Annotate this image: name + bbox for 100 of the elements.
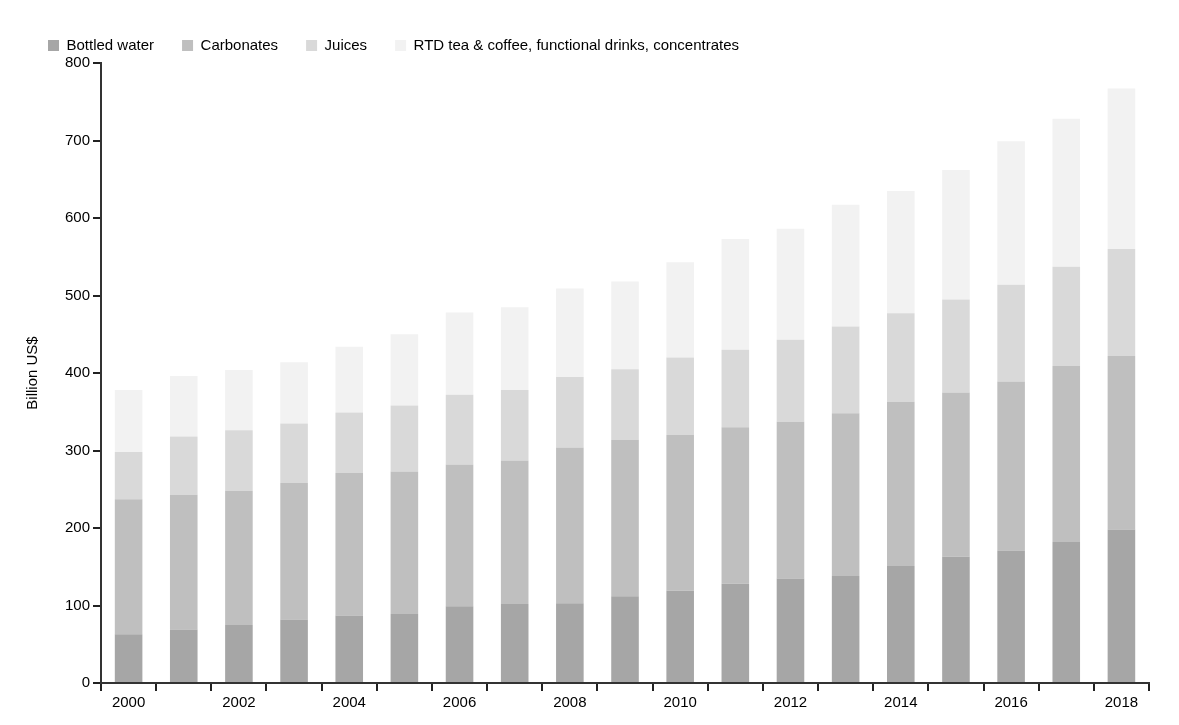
y-tick-label: 200: [65, 518, 91, 536]
bar: [666, 262, 694, 358]
bar: [556, 603, 584, 682]
x-tick-label: 2014: [884, 693, 918, 711]
x-tick-label: 2016: [994, 693, 1028, 711]
bar: [390, 405, 419, 472]
bar: [776, 228, 805, 340]
bar: [445, 312, 474, 395]
bar: [500, 460, 529, 604]
bar: [280, 362, 308, 424]
legend-label: RTD tea & coffee, functional drinks, concentrates: [413, 35, 740, 53]
bar: [1052, 366, 1081, 542]
y-tick-label: 100: [65, 595, 91, 613]
bar: [831, 204, 860, 327]
bar: [500, 603, 529, 682]
bar: [721, 349, 750, 428]
bar: [390, 471, 419, 615]
bar: [611, 439, 639, 597]
bar: [831, 326, 860, 414]
bar: [335, 615, 364, 682]
bar: [335, 472, 364, 616]
bar: [390, 614, 419, 682]
bar: [942, 299, 970, 393]
bar: [280, 423, 308, 484]
bar: [335, 412, 364, 473]
x-tick-label: 2004: [332, 693, 366, 711]
bar: [721, 583, 750, 682]
bar: [114, 499, 143, 635]
bar: [666, 590, 694, 682]
y-tick-label: 600: [65, 208, 91, 226]
x-tick-label: 2018: [1104, 693, 1139, 711]
bar: [1107, 355, 1136, 530]
bar: [280, 483, 308, 620]
bar: [942, 169, 970, 300]
bar: [611, 596, 639, 682]
x-tick-label: 2000: [111, 693, 146, 711]
legend-label: Carbonates: [200, 35, 279, 53]
x-tick-label: 2008: [553, 693, 587, 711]
x-tick-label: 2002: [222, 693, 256, 711]
bar: [611, 369, 639, 440]
legend-label: Bottled water: [66, 35, 155, 53]
bar: [887, 565, 915, 682]
bar: [997, 141, 1025, 285]
bar: [611, 281, 639, 370]
bar: [169, 436, 198, 495]
bar: [887, 190, 915, 314]
bar: [666, 357, 694, 435]
bar: [997, 550, 1025, 682]
bar: [887, 401, 915, 566]
y-axis-title: Billion US$: [23, 335, 41, 410]
bar: [666, 435, 694, 591]
bar: [225, 624, 253, 682]
bar: [997, 284, 1025, 382]
bar: [445, 394, 474, 465]
bar: [390, 334, 419, 406]
bar: [997, 381, 1025, 551]
bar: [942, 556, 970, 682]
bar: [335, 346, 364, 413]
bar: [169, 629, 198, 682]
bar: [280, 619, 308, 682]
x-tick-label: 2010: [663, 693, 697, 711]
bar: [721, 238, 750, 350]
bar: [225, 490, 253, 625]
bar: [776, 421, 805, 579]
y-tick-label: 400: [65, 363, 91, 381]
bar: [1052, 118, 1081, 267]
bar: [1052, 541, 1081, 682]
bar: [445, 606, 474, 682]
bar: [169, 494, 198, 630]
bar: [114, 634, 143, 682]
bar: [831, 576, 860, 682]
bar: [1107, 249, 1136, 356]
bar: [169, 376, 198, 437]
y-tick-label: 0: [81, 673, 91, 691]
bar: [225, 369, 253, 431]
bar: [500, 307, 529, 391]
y-tick-label: 800: [65, 53, 91, 71]
bar: [831, 413, 860, 577]
bar: [776, 339, 805, 422]
bar: [114, 390, 143, 453]
bar: [114, 452, 143, 500]
y-tick-label: 300: [65, 440, 91, 458]
bar: [556, 288, 584, 377]
bar: [556, 376, 584, 448]
x-tick-label: 2012: [773, 693, 808, 711]
bar: [942, 392, 970, 557]
legend-label: Juices: [324, 35, 368, 53]
bar: [721, 427, 750, 584]
bar: [1107, 529, 1136, 682]
x-tick-label: 2006: [442, 693, 477, 711]
bar: [556, 447, 584, 604]
bar: [500, 390, 529, 461]
bar: [445, 464, 474, 607]
bar: [1052, 266, 1081, 367]
y-tick-label: 500: [65, 285, 91, 303]
bar: [887, 313, 915, 402]
bar: [776, 578, 805, 682]
bar: [225, 430, 253, 491]
y-tick-label: 700: [65, 130, 91, 148]
bar: [1107, 88, 1136, 249]
